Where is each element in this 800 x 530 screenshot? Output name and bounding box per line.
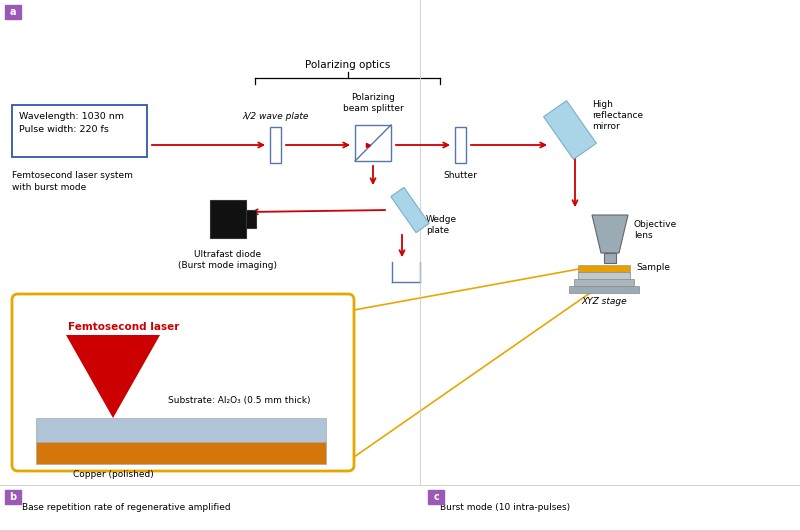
Bar	[355, 125, 391, 161]
Text: Base repetition rate of regenerative amplified: Base repetition rate of regenerative amp…	[22, 502, 230, 511]
Text: Sample: Sample	[636, 263, 670, 272]
Text: Burst mode (10 intra-pulses): Burst mode (10 intra-pulses)	[440, 502, 570, 511]
Text: λ/2 wave plate: λ/2 wave plate	[242, 112, 309, 121]
Bar	[578, 265, 630, 272]
Text: b: b	[10, 492, 17, 502]
Bar	[455, 127, 466, 163]
Text: Femtosecond laser system
with burst mode: Femtosecond laser system with burst mode	[12, 171, 133, 192]
Bar	[604, 253, 616, 263]
Bar	[270, 127, 281, 163]
Text: Copper (polished): Copper (polished)	[73, 470, 154, 479]
Text: Wedge
plate: Wedge plate	[426, 215, 457, 235]
Text: XYZ stage: XYZ stage	[581, 297, 627, 306]
Bar	[428, 490, 444, 504]
Bar	[5, 5, 21, 19]
Polygon shape	[544, 101, 596, 160]
Text: a: a	[10, 7, 16, 17]
Bar	[12, 105, 147, 157]
Text: Polarizing optics: Polarizing optics	[305, 60, 390, 70]
Bar	[5, 490, 21, 504]
Bar	[578, 272, 630, 279]
Bar	[246, 210, 256, 228]
Text: Substrate: Al₂O₃ (0.5 mm thick): Substrate: Al₂O₃ (0.5 mm thick)	[168, 395, 310, 404]
Bar	[210, 200, 246, 238]
Text: Polarizing
beam splitter: Polarizing beam splitter	[342, 93, 403, 113]
FancyBboxPatch shape	[12, 294, 354, 471]
Polygon shape	[66, 335, 160, 418]
Polygon shape	[391, 188, 429, 233]
Text: Wavelength: 1030 nm
Pulse width: 220 fs: Wavelength: 1030 nm Pulse width: 220 fs	[19, 111, 124, 135]
Text: Objective
lens: Objective lens	[634, 219, 678, 241]
Bar	[36, 418, 326, 442]
Bar	[574, 279, 634, 286]
Bar	[569, 286, 639, 293]
Text: High
reflectance
mirror: High reflectance mirror	[592, 100, 643, 131]
Text: Ultrafast diode
(Burst mode imaging): Ultrafast diode (Burst mode imaging)	[178, 250, 278, 270]
Text: c: c	[433, 492, 439, 502]
Bar	[36, 442, 326, 464]
Text: Shutter: Shutter	[443, 171, 478, 180]
Polygon shape	[592, 215, 628, 253]
Text: Femtosecond laser: Femtosecond laser	[68, 322, 179, 332]
